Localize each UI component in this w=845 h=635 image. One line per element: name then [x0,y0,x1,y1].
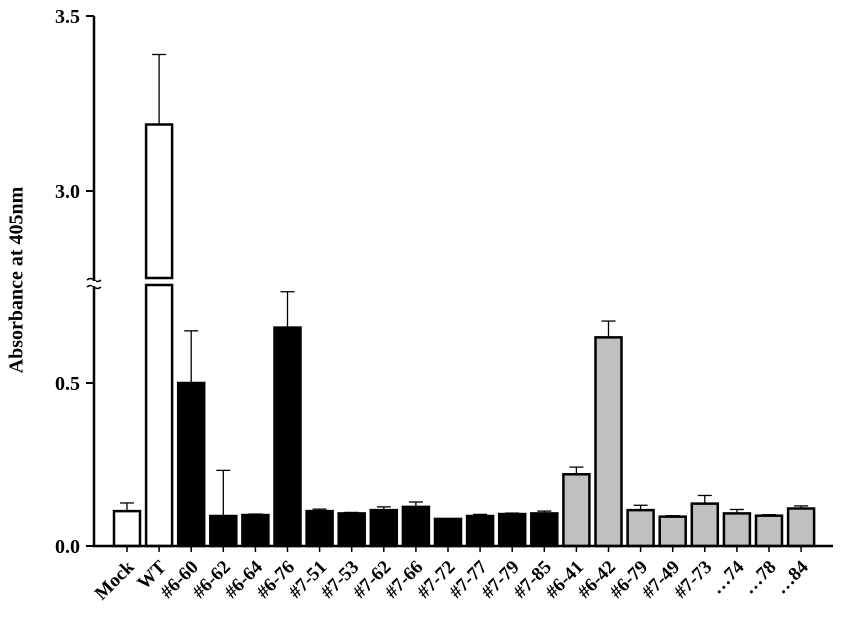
axis-break-icon [86,277,102,290]
y-axis-label: Absorbance at 405nm [2,160,32,400]
y-tick-label: 3.0 [55,181,80,203]
y-axis-label-text: Absorbance at 405nm [5,186,28,374]
bar [176,381,206,548]
x-tick-label: …84 [771,556,813,598]
bar [530,512,559,548]
bar [144,283,174,548]
bar [690,502,720,548]
bar [369,508,399,548]
bar [337,512,366,548]
bar [209,514,238,548]
bar [754,514,784,548]
bar [112,509,142,548]
bar [144,123,174,280]
bar [626,508,655,548]
axis-break-gap [92,281,96,286]
x-tick-label: Mock [91,556,139,604]
bar [241,513,270,548]
bar [401,505,431,548]
y-tick-label: 0.0 [55,536,80,558]
bar [658,515,687,548]
y-tick-label: 3.5 [55,6,80,28]
bar [465,514,495,548]
x-tick-label: …74 [707,556,749,598]
bar [594,336,623,548]
bar [562,473,591,548]
bar [786,507,816,548]
bar [305,509,334,548]
x-tick-label: …78 [739,557,781,599]
bar [722,512,752,548]
bar [433,517,463,548]
bar [273,326,302,548]
y-tick-label: 0.5 [55,373,80,395]
bar [497,512,527,548]
